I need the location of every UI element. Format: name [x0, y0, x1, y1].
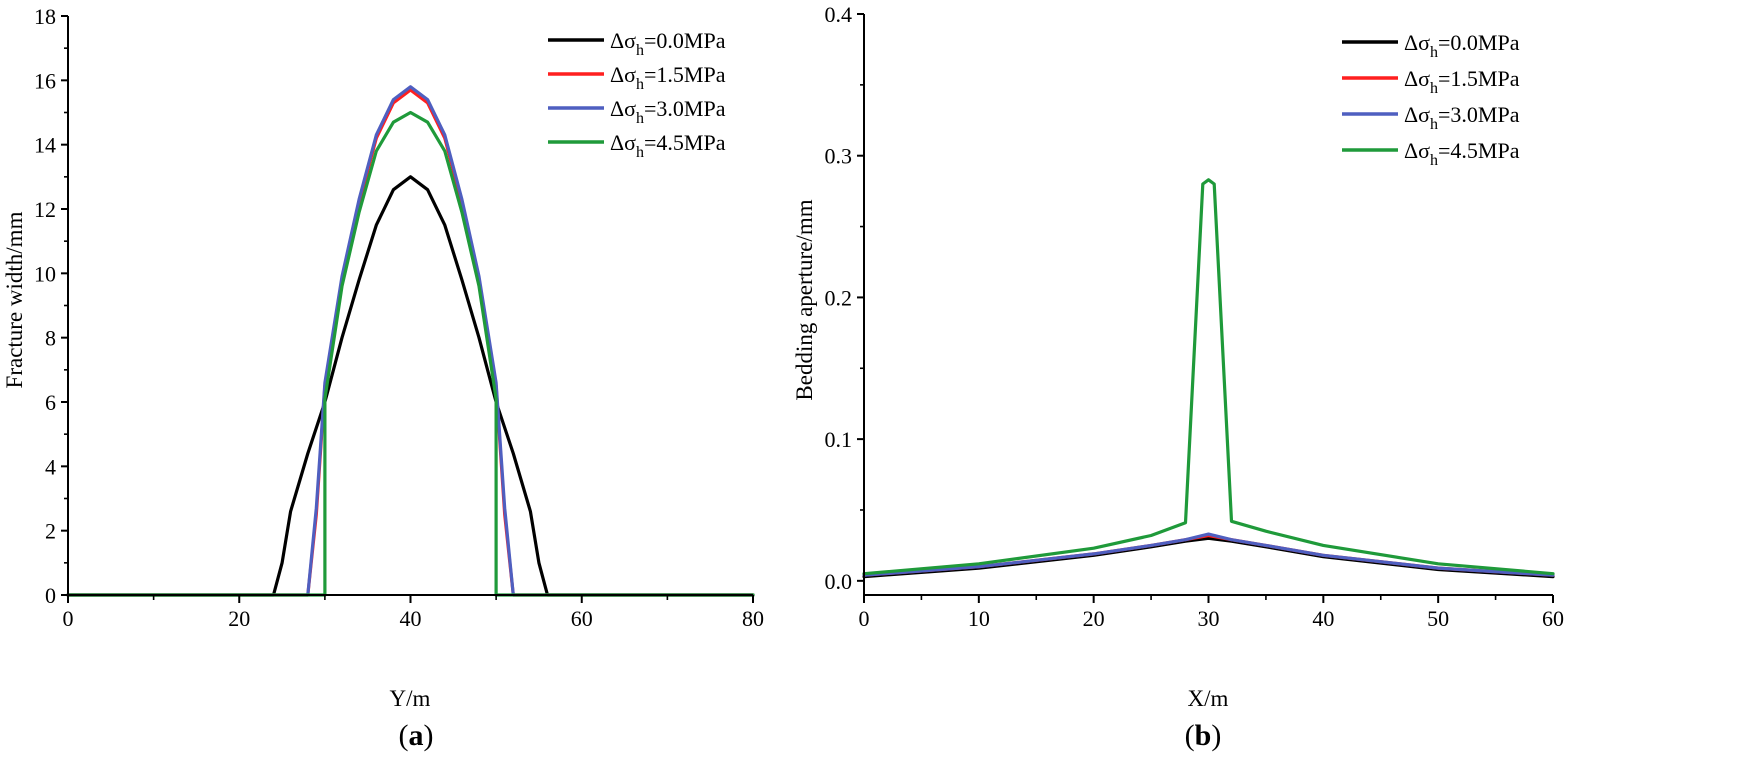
x-tick-label: 40: [1312, 606, 1334, 631]
panel-b-letter: b: [1195, 719, 1212, 752]
legend-label: Δσh=4.5MPa: [610, 130, 726, 161]
x-tick-label: 0: [63, 606, 74, 631]
legend-label: Δσh=1.5MPa: [1404, 66, 1520, 97]
legend-label: Δσh=0.0MPa: [610, 28, 726, 59]
legend-item-4: Δσh=4.5MPa: [548, 130, 726, 161]
series-line-3: [66, 85, 755, 597]
y-tick-label: 18: [34, 4, 56, 29]
legend-item-2: Δσh=1.5MPa: [1342, 66, 1520, 97]
panel-a-chart: 0 20 40 60 80 0 2 4 6 8 10 12 14 16 18 Δσh=0.0MPaΔσh=1…: [2, 4, 764, 752]
y-tick-label: 0.2: [825, 285, 853, 310]
panel-a-letter: a: [409, 719, 424, 752]
series-line-1: [66, 175, 755, 597]
y-tick-label: 16: [34, 68, 56, 93]
y-tick-label: 0.3: [825, 144, 853, 169]
y-tick-label: 0.4: [825, 2, 853, 27]
legend-item-4: Δσh=4.5MPa: [1342, 138, 1520, 169]
y-tick-label: 0.1: [825, 427, 853, 452]
x-tick-label: 10: [968, 606, 990, 631]
y-tick-label: 0.0: [825, 569, 853, 594]
y-tick-label: 2: [45, 519, 56, 544]
x-tick-label: 60: [1542, 606, 1564, 631]
legend-item-3: Δσh=3.0MPa: [1342, 102, 1520, 133]
x-tick-label: 40: [400, 606, 422, 631]
y-tick-label: 10: [34, 261, 56, 286]
y-tick-label: 0: [45, 583, 56, 608]
x-tick-label: 20: [1083, 606, 1105, 631]
legend-label: Δσh=1.5MPa: [610, 62, 726, 93]
panel-b-x-axis-label: X/m: [1188, 686, 1229, 711]
legend-label: Δσh=3.0MPa: [1404, 102, 1520, 133]
panel-a-caption: (a): [399, 719, 434, 752]
legend-label: Δσh=0.0MPa: [1404, 30, 1520, 61]
series-line-2: [66, 88, 755, 597]
series-line-4: [862, 178, 1555, 576]
panel-b-y-axis-label: Bedding aperture/mm: [792, 199, 817, 400]
panel-a-axes: 0 20 40 60 80 0 2 4 6 8 10 12 14 16 18: [34, 4, 764, 631]
y-tick-label: 6: [45, 390, 56, 415]
panel-a-x-axis-label: Y/m: [390, 686, 431, 711]
series-line-3: [862, 532, 1555, 577]
x-tick-label: 50: [1427, 606, 1449, 631]
y-tick-label: 4: [45, 454, 56, 479]
legend-item-1: Δσh=0.0MPa: [548, 28, 726, 59]
panel-b-axes: 0 10 20 30 40 50 60 0.0 0.1 0.2 0.3 0.4: [825, 2, 1565, 631]
legend-label: Δσh=4.5MPa: [1404, 138, 1520, 169]
panel-b-chart: 0 10 20 30 40 50 600.00.10.20.30.4 Δσh=0.0MPaΔ…: [792, 2, 1564, 752]
legend-item-2: Δσh=1.5MPa: [548, 62, 726, 93]
panel-b-legend: Δσh=0.0MPa Δσh=1.5MPa Δσh=3.0MPa Δσh=4.5MPa: [1342, 30, 1520, 169]
panel-a-y-axis-label: Fracture width/mm: [2, 211, 27, 388]
x-tick-label: 80: [742, 606, 764, 631]
legend-label: Δσh=3.0MPa: [610, 96, 726, 127]
x-tick-label: 20: [228, 606, 250, 631]
legend-item-3: Δσh=3.0MPa: [548, 96, 726, 127]
panel-b-caption: (b): [1185, 719, 1222, 752]
series-line-4: [66, 110, 755, 597]
panel-a-plot-area: [66, 85, 755, 597]
x-tick-label: 0: [859, 606, 870, 631]
y-tick-label: 14: [34, 133, 56, 158]
x-tick-label: 60: [571, 606, 593, 631]
series-line-1: [862, 536, 1555, 579]
panel-b-plot-area: [862, 178, 1555, 579]
y-tick-label: 12: [34, 197, 56, 222]
x-tick-label: 30: [1198, 606, 1220, 631]
y-tick-label: 8: [45, 326, 56, 351]
legend-item-1: Δσh=0.0MPa: [1342, 30, 1520, 61]
